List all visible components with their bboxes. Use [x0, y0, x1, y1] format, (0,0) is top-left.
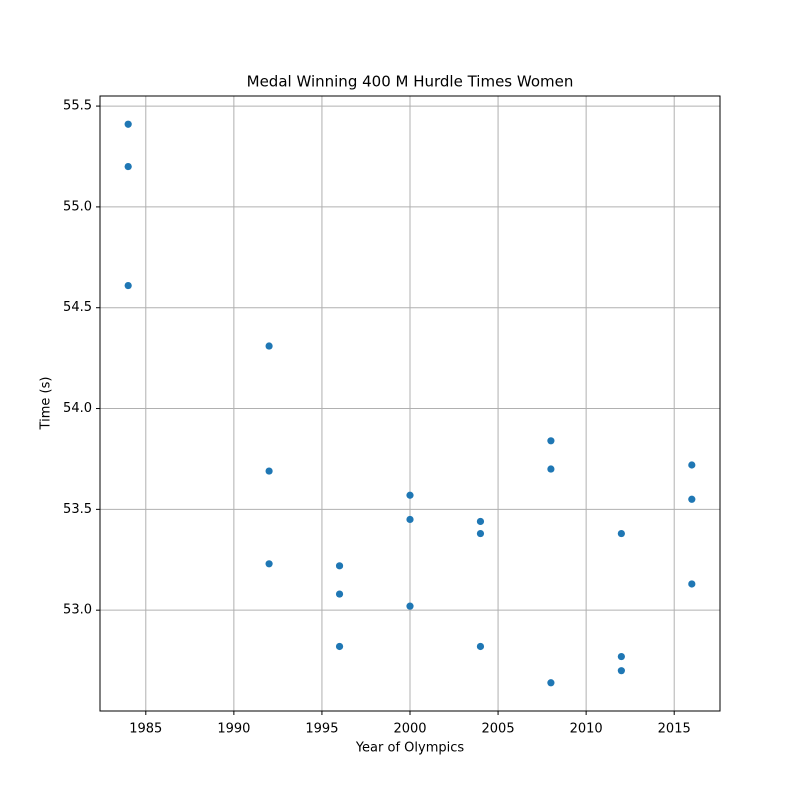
x-tick-label: 1990 — [217, 722, 250, 737]
scatter-point — [476, 642, 485, 651]
marks-layer — [124, 120, 696, 687]
scatter-point — [124, 281, 132, 290]
x-axis-label: Year of Olympics — [355, 741, 465, 756]
scatter-point — [617, 652, 625, 661]
scatter-point — [406, 602, 414, 610]
y-tick-label: 53.0 — [63, 603, 92, 618]
scatter-point — [476, 529, 485, 538]
scatter-point — [406, 491, 414, 499]
scatter-point — [335, 590, 344, 598]
scatter-point — [335, 642, 344, 651]
scatter-point — [547, 679, 555, 687]
grid-layer — [100, 96, 720, 711]
scatter-point — [688, 580, 696, 588]
y-tick-label: 54.0 — [63, 401, 92, 416]
scatter-point — [547, 465, 555, 473]
x-tick-label: 2010 — [570, 722, 603, 737]
scatter-point — [265, 560, 273, 568]
y-tick-label: 55.0 — [63, 199, 92, 214]
scatter-point — [124, 162, 132, 171]
scatter-point — [265, 467, 273, 475]
scatter-point — [476, 517, 485, 526]
scatter-point — [688, 495, 696, 503]
x-tick-label: 2015 — [658, 722, 691, 737]
scatter-point — [265, 342, 273, 350]
scatter-point — [335, 562, 344, 570]
scatter-point — [688, 461, 696, 469]
y-axis-label: Time (s) — [39, 377, 54, 431]
scatter-point — [124, 120, 132, 128]
y-tick-label: 54.5 — [63, 300, 92, 315]
scatter-point — [617, 529, 625, 538]
y-tick-label: 55.5 — [63, 99, 92, 114]
x-tick-label: 2000 — [393, 722, 426, 737]
scatter-point — [406, 515, 414, 524]
scatter-point — [547, 437, 555, 445]
chart-title: Medal Winning 400 M Hurdle Times Women — [247, 73, 574, 91]
x-tick-label: 2005 — [482, 722, 515, 737]
y-tick-label: 53.5 — [63, 502, 92, 517]
x-tick-label: 1985 — [129, 722, 162, 737]
scatter-point — [617, 667, 625, 675]
x-tick-label: 1995 — [305, 722, 338, 737]
